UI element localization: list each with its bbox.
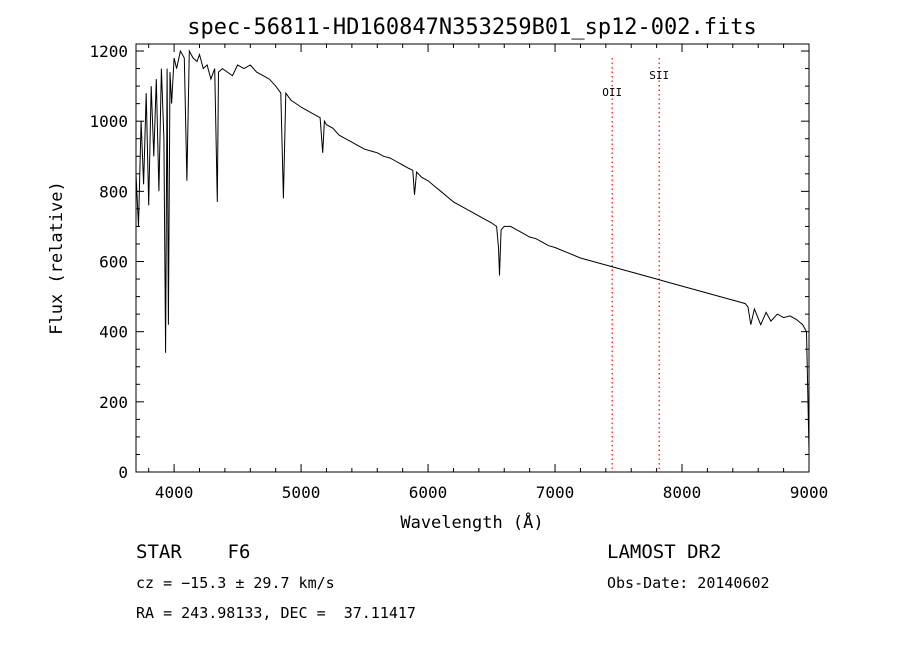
marker-label: OII (602, 86, 622, 99)
star-class-text: STAR F6 (136, 541, 250, 563)
y-tick-label: 1000 (89, 112, 128, 131)
emission-line-markers: OII SII (602, 58, 669, 472)
x-axis-label: Wavelength (Å) (400, 511, 543, 533)
axis-ticks: 4000 5000 6000 7000 8000 9000 0 200 400 600 800 100… (89, 42, 828, 502)
y-tick-label: 800 (99, 182, 128, 201)
marker-label: SII (649, 69, 669, 82)
y-tick-label: 0 (118, 463, 128, 482)
obs-date-text: Obs-Date: 20140602 (607, 574, 770, 592)
spectrum-line (136, 51, 809, 451)
plot-frame (136, 44, 809, 472)
x-tick-label: 5000 (282, 483, 321, 502)
chart-title: spec-56811-HD160847N353259B01_sp12-002.f… (187, 15, 757, 40)
coordinates-text: RA = 243.98133, DEC = 37.11417 (136, 604, 416, 622)
x-tick-label: 9000 (790, 483, 829, 502)
redshift-text: cz = −15.3 ± 29.7 km/s (136, 574, 335, 592)
survey-text: LAMOST DR2 (607, 541, 721, 563)
x-tick-label: 4000 (155, 483, 194, 502)
x-tick-label: 8000 (663, 483, 702, 502)
y-axis-label: Flux (relative) (47, 181, 67, 335)
y-tick-label: 200 (99, 393, 128, 412)
x-tick-label: 6000 (409, 483, 448, 502)
y-tick-label: 400 (99, 323, 128, 342)
x-tick-label: 7000 (536, 483, 575, 502)
y-tick-label: 1200 (89, 42, 128, 61)
y-tick-label: 600 (99, 253, 128, 272)
